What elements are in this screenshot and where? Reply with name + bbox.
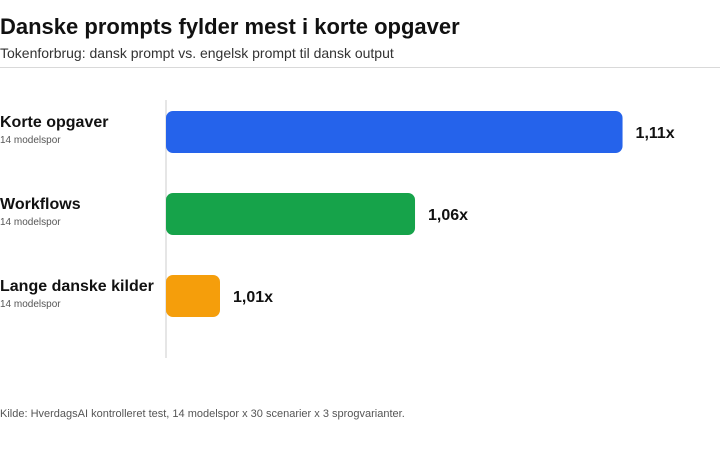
source-note: Kilde: HverdagsAI kontrolleret test, 14 …: [0, 408, 405, 420]
category-label: Lange danske kilder: [0, 278, 154, 295]
header-divider: [0, 67, 720, 68]
bar-chart: Korte opgaver 14 modelspor 1,11x Workflows 1…: [0, 100, 675, 358]
bar: [166, 111, 623, 153]
data-label: 1,11x: [636, 125, 675, 142]
bar: [166, 275, 220, 317]
category-sublabel: 14 modelspor: [0, 299, 61, 310]
category-sublabel: 14 modelspor: [0, 135, 61, 146]
category-label: Korte opgaver: [0, 114, 108, 131]
chart-title: Danske prompts fylder mest i korte opgav…: [0, 14, 460, 39]
category-label: Workflows: [0, 196, 81, 213]
chart-subtitle: Tokenforbrug: dansk prompt vs. engelsk p…: [0, 45, 394, 61]
data-label: 1,01x: [233, 289, 273, 306]
category-sublabel: 14 modelspor: [0, 217, 61, 228]
bar: [166, 193, 416, 235]
data-label: 1,06x: [428, 207, 468, 224]
